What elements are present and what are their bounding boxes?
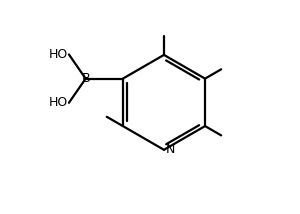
Text: HO: HO — [49, 48, 68, 61]
Text: HO: HO — [49, 96, 68, 109]
Text: B: B — [81, 72, 90, 85]
Text: N: N — [166, 143, 175, 156]
